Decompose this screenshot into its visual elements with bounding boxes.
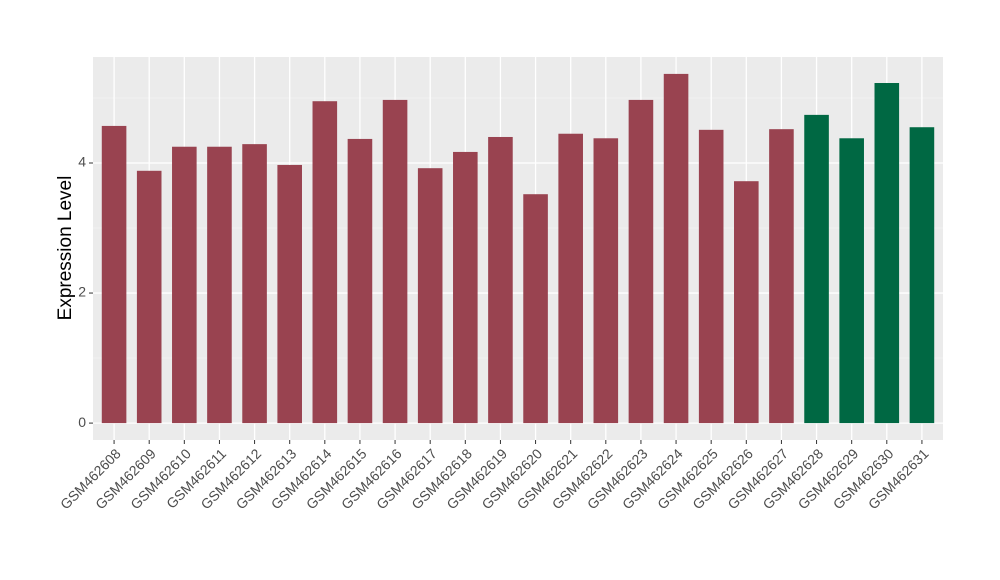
bar — [242, 144, 267, 424]
y-tick-label: 4 — [78, 154, 86, 170]
bar — [663, 73, 689, 424]
bar — [628, 99, 654, 424]
bar — [417, 168, 443, 424]
bar — [734, 181, 759, 424]
bar — [488, 136, 513, 424]
bar — [136, 170, 162, 424]
bar — [312, 101, 338, 424]
bar — [558, 133, 583, 424]
bar — [874, 83, 900, 424]
bar — [207, 146, 232, 424]
y-tick-label: 0 — [78, 414, 86, 430]
bar — [839, 138, 864, 424]
bar — [453, 151, 478, 424]
bar — [172, 146, 197, 424]
bar — [277, 164, 302, 424]
bar — [101, 125, 127, 424]
bar — [593, 138, 619, 424]
y-tick-label: 2 — [78, 284, 86, 300]
bar — [382, 99, 408, 424]
bar — [523, 194, 548, 424]
bar — [804, 114, 829, 424]
bar — [909, 127, 935, 424]
bar — [347, 138, 373, 424]
bar — [769, 129, 794, 424]
panel — [93, 57, 943, 440]
y-axis-title: Expression Level — [55, 176, 76, 321]
bar — [698, 129, 724, 424]
